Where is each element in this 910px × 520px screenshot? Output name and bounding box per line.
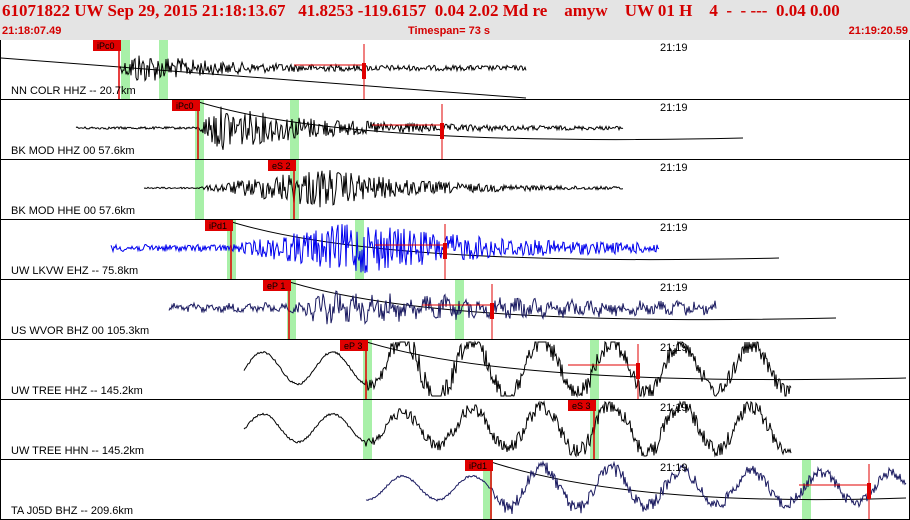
arrival-window-shade — [363, 340, 372, 399]
trace-panel-mod-hhe[interactable]: eS 2 BK MOD HHE 00 57.6km 21:19 — [0, 160, 910, 220]
channel-label: UW TREE HHN -- 145.2km — [11, 445, 145, 457]
trace-panel-colr-hhz[interactable]: iPc0 NN COLR HHZ -- 20.7km 21:19 — [0, 40, 910, 100]
waveform: eP 1 — [168, 280, 837, 339]
arrival-window-shade — [483, 460, 492, 519]
trace-panel-tree-hhn[interactable]: eS 3 UW TREE HHN -- 145.2km 21:19 — [0, 400, 910, 460]
trace-panel-j05d-bhz[interactable]: iPd1 TA J05D BHZ -- 209.6km 21:19 — [0, 460, 910, 520]
waveform-trace — [118, 55, 527, 82]
phase-pick-label: iPc0 — [176, 101, 194, 111]
phase-pick-label: eP 1 — [267, 281, 285, 291]
channel-label: BK MOD HHE 00 57.6km — [11, 205, 136, 217]
trace-panel-wvor-bhz[interactable]: eP 1 US WVOR BHZ 00 105.3km 21:19 — [0, 280, 910, 340]
trace-panel-lkvw-ehz[interactable]: iPd1 UW LKVW EHZ -- 75.8km 21:19 — [0, 220, 910, 280]
time-tick: 21:19 — [660, 342, 688, 354]
waveform: eS 3 — [243, 400, 792, 459]
waveform: eP 3 — [243, 340, 907, 399]
time-tick: 21:19 — [660, 282, 688, 294]
waveform: iPd1 — [110, 220, 780, 279]
trace-panel-mod-hhz[interactable]: iPc0 BK MOD HHZ 00 57.6km 21:19 — [0, 100, 910, 160]
channel-label: US WVOR BHZ 00 105.3km — [11, 325, 150, 337]
arrival-window-shade — [287, 280, 296, 339]
end-time: 21:19:20.59 — [848, 25, 908, 37]
phase-pick-label: iPd1 — [469, 461, 487, 471]
waveform-trace — [75, 106, 624, 150]
time-tick: 21:19 — [660, 102, 688, 114]
phase-pick-label: iPd1 — [209, 221, 227, 231]
channel-label: NN COLR HHZ -- 20.7km — [11, 85, 136, 97]
travel-time-curve — [190, 100, 744, 141]
travel-time-curve — [483, 460, 907, 501]
time-tick: 21:19 — [660, 162, 688, 174]
trace-panel-tree-hhz[interactable]: eP 3 UW TREE HHZ -- 145.2km 21:19 — [0, 340, 910, 400]
seismogram-panels: iPc0 NN COLR HHZ -- 20.7km 21:19 iPc0 BK MO… — [0, 40, 910, 520]
phase-pick-flag[interactable] — [465, 460, 493, 471]
arrival-window-shade — [802, 460, 811, 519]
travel-time-curve — [1, 57, 527, 99]
time-tick: 21:19 — [660, 222, 688, 234]
waveform-trace — [365, 460, 907, 514]
time-tick: 21:19 — [660, 42, 688, 54]
waveform-trace — [243, 400, 792, 458]
arrival-marker-box — [490, 303, 494, 319]
waveform-trace — [143, 170, 624, 208]
phase-pick-flag[interactable] — [340, 340, 368, 351]
travel-time-curve — [281, 280, 837, 321]
waveform-trace — [243, 340, 792, 398]
timespan: Timespan= 73 s — [408, 25, 491, 37]
phase-pick-flag[interactable] — [263, 280, 291, 291]
phase-pick-label: eP 3 — [344, 341, 362, 351]
arrival-marker-box — [443, 243, 447, 259]
waveform: iPc0 — [75, 100, 744, 159]
start-time: 21:18:07.49 — [2, 25, 62, 37]
phase-pick-label: eS 2 — [272, 161, 291, 171]
phase-pick-label: eS 3 — [572, 401, 591, 411]
phase-pick-flag[interactable] — [568, 400, 596, 411]
phase-pick-label: iPc0 — [97, 41, 115, 51]
arrival-window-shade — [355, 220, 364, 279]
time-tick: 21:19 — [660, 402, 688, 414]
phase-pick-flag[interactable] — [268, 160, 296, 171]
channel-label: TA J05D BHZ -- 209.6km — [11, 505, 134, 517]
arrival-marker-box — [636, 363, 640, 379]
event-summary: 61071822 UW Sep 29, 2015 21:18:13.67 41.… — [2, 1, 840, 20]
arrival-marker-box — [867, 483, 871, 499]
channel-label: UW TREE HHZ -- 145.2km — [11, 385, 143, 397]
arrival-marker-box — [362, 63, 366, 79]
arrival-window-shade — [290, 100, 299, 159]
waveform: eS 2 — [143, 160, 624, 219]
event-header: 61071822 UW Sep 29, 2015 21:18:13.67 41.… — [0, 0, 910, 41]
waveform: iPc0 — [1, 40, 527, 99]
waveform-trace — [110, 224, 660, 274]
phase-pick-flag[interactable] — [172, 100, 200, 111]
arrival-marker-box — [440, 123, 444, 139]
time-tick: 21:19 — [660, 462, 688, 474]
phase-pick-flag[interactable] — [205, 220, 233, 231]
waveform: iPd1 — [365, 460, 907, 519]
phase-pick-flag[interactable] — [93, 40, 121, 51]
arrival-window-shade — [363, 400, 372, 459]
channel-label: BK MOD HHZ 00 57.6km — [11, 145, 135, 157]
channel-label: UW LKVW EHZ -- 75.8km — [11, 265, 139, 277]
arrival-window-shade — [195, 160, 204, 219]
